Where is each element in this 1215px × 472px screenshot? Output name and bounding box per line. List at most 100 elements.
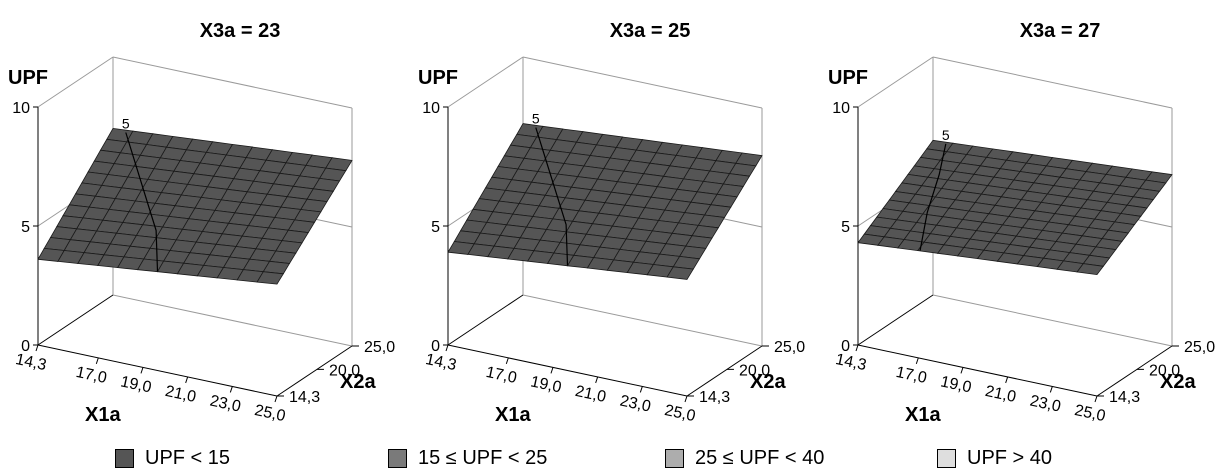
legend-item-upf-under-15: UPF < 15 — [115, 446, 230, 470]
legend-label-upf-15-25: 15 ≤ UPF < 25 — [418, 446, 548, 469]
x-tick-label: 21,0 — [984, 383, 1018, 406]
floor-left-edge — [447, 294, 524, 346]
x-tick-label: 25,0 — [663, 402, 697, 425]
surface-cell — [1076, 263, 1105, 276]
contour-line — [125, 132, 159, 272]
surface — [857, 139, 1173, 276]
x-tick-mark — [684, 395, 688, 403]
legend-label-upf-25-40: 25 ≤ UPF < 40 — [695, 446, 825, 469]
contour-line — [535, 127, 569, 266]
z-tick-label: 10 — [832, 100, 850, 117]
x-tick-label: 19,0 — [529, 373, 563, 396]
x-tick-mark — [595, 376, 599, 384]
z-tick-label: 0 — [21, 338, 30, 355]
x-axis-label: X1a — [495, 404, 531, 426]
x-tick-mark — [639, 386, 643, 393]
z-axis-label: UPF — [418, 67, 458, 89]
y-tick-label: 25,0 — [364, 339, 395, 356]
legend-swatch-upf-15-25 — [388, 448, 407, 468]
x-tick-mark — [960, 367, 964, 374]
legend-label-upf-under-15: UPF < 15 — [145, 446, 231, 469]
x-tick-mark — [35, 344, 39, 352]
floor-left-edge — [37, 294, 114, 346]
contour-label: 5 — [942, 127, 950, 143]
legend-swatch-upf-over-40 — [937, 448, 956, 468]
x-tick-mark — [274, 395, 278, 403]
x-tick-mark — [855, 344, 859, 352]
x-tick-mark — [505, 357, 509, 365]
x-tick-label: 23,0 — [208, 393, 242, 416]
y-tick-label: 25,0 — [774, 339, 805, 356]
surface — [37, 127, 353, 285]
x-tick-mark — [95, 357, 99, 365]
legend-swatch-upf-under-15 — [115, 448, 134, 468]
y-tick-label: 14,3 — [1109, 389, 1140, 406]
back-top-edge — [932, 56, 1173, 109]
chart-title: X3a = 23 — [200, 20, 281, 42]
contour-label: 5 — [532, 111, 540, 127]
back-floor-edge — [112, 294, 353, 347]
left-top-edge — [857, 56, 934, 108]
x-tick-label: 23,0 — [1028, 393, 1062, 416]
x-tick-label: 17,0 — [484, 364, 518, 387]
z-tick-label: 5 — [21, 219, 30, 236]
back-floor-edge — [522, 294, 763, 347]
left-top-edge — [37, 56, 114, 108]
x-tick-mark — [915, 357, 919, 365]
surface-cell — [666, 266, 694, 280]
y-tick-label: 20,0 — [739, 362, 770, 379]
x-tick-mark — [185, 376, 189, 384]
x-axis-line — [37, 344, 278, 397]
legend-item-upf-25-40: 25 ≤ UPF < 40 — [665, 446, 824, 470]
y-tick-label: 25,0 — [1184, 339, 1215, 356]
x-axis-label: X1a — [85, 404, 121, 426]
x-tick-label: 17,0 — [74, 364, 108, 387]
x-tick-label: 21,0 — [164, 383, 198, 406]
floor-left-edge — [857, 294, 934, 346]
z-tick-label: 0 — [431, 338, 440, 355]
x-tick-label: 25,0 — [1073, 402, 1107, 425]
z-tick-label: 0 — [841, 338, 850, 355]
y-tick-label: 14,3 — [289, 389, 320, 406]
x-tick-mark — [1005, 376, 1009, 384]
x-tick-label: 19,0 — [119, 373, 153, 396]
x-tick-label: 21,0 — [574, 383, 608, 406]
legend-swatch-upf-25-40 — [665, 448, 684, 468]
x-tick-label: 14,3 — [14, 351, 48, 374]
back-top-edge — [522, 56, 763, 109]
y-tick-label: 14,3 — [699, 389, 730, 406]
left-top-edge — [447, 56, 524, 108]
x-tick-mark — [1094, 395, 1098, 403]
y-axis-label: X2a — [750, 371, 786, 393]
y-axis-line — [686, 345, 763, 397]
y-tick-label: 20,0 — [1149, 362, 1180, 379]
chart-panel-3: 5 X3a = 27 UPF 0 5 10 14,3 17,0 19,0 21,0 23,0 25,0… — [828, 20, 1215, 426]
y-axis-line — [276, 345, 353, 397]
y-axis-label: X2a — [1160, 371, 1196, 393]
x-tick-mark — [550, 367, 554, 374]
surface-cell — [256, 271, 284, 285]
x-tick-mark — [1049, 386, 1053, 393]
x-tick-label: 19,0 — [939, 373, 973, 396]
legend-item-upf-15-25: 15 ≤ UPF < 25 — [388, 446, 547, 470]
surface — [447, 123, 763, 280]
z-tick-label: 5 — [841, 219, 850, 236]
back-top-edge — [112, 56, 353, 109]
x-axis-label: X1a — [905, 404, 941, 426]
legend-label-upf-over-40: UPF > 40 — [967, 446, 1053, 469]
chart-title: X3a = 27 — [1020, 20, 1101, 42]
z-tick-label: 10 — [12, 100, 30, 117]
x-axis-line — [857, 344, 1098, 397]
x-tick-label: 23,0 — [618, 393, 652, 416]
y-tick-label: 20,0 — [329, 362, 360, 379]
x-tick-label: 17,0 — [894, 364, 928, 387]
x-tick-mark — [445, 344, 449, 352]
x-tick-mark — [140, 367, 144, 374]
y-axis-line — [1096, 345, 1173, 397]
contour-label: 5 — [122, 115, 130, 131]
legend: UPF < 15 15 ≤ UPF < 25 25 ≤ UPF < 40 UPF… — [0, 446, 1215, 472]
contour-line — [919, 143, 947, 251]
z-axis-label: UPF — [8, 67, 48, 89]
z-axis-label: UPF — [828, 67, 868, 89]
